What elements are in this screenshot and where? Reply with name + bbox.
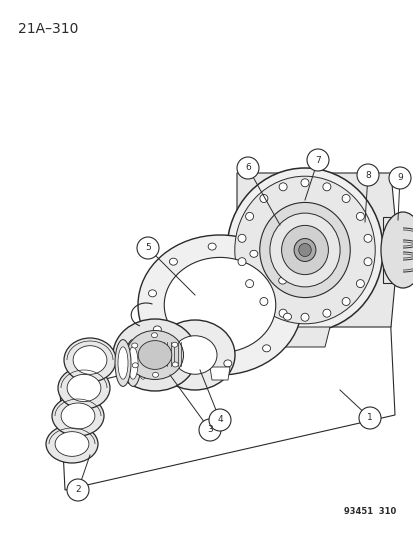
Circle shape (137, 237, 159, 259)
Ellipse shape (138, 347, 147, 379)
Ellipse shape (132, 363, 138, 368)
Ellipse shape (164, 257, 275, 353)
Ellipse shape (148, 290, 156, 297)
Ellipse shape (363, 235, 371, 243)
Ellipse shape (322, 309, 330, 317)
Ellipse shape (113, 319, 197, 391)
Text: 5: 5 (145, 244, 150, 253)
Ellipse shape (52, 396, 104, 436)
Polygon shape (279, 327, 329, 347)
Ellipse shape (281, 225, 328, 274)
Ellipse shape (223, 360, 231, 367)
Ellipse shape (169, 258, 177, 265)
Ellipse shape (363, 257, 371, 265)
Text: 93451  310: 93451 310 (343, 507, 395, 516)
Text: 6: 6 (244, 164, 250, 173)
Ellipse shape (269, 213, 339, 287)
Ellipse shape (67, 374, 101, 402)
Circle shape (209, 409, 230, 431)
Ellipse shape (171, 342, 177, 347)
Text: 4: 4 (217, 416, 222, 424)
Ellipse shape (249, 251, 257, 257)
Circle shape (199, 419, 221, 441)
Polygon shape (159, 340, 176, 367)
Ellipse shape (151, 333, 157, 338)
Polygon shape (60, 310, 394, 490)
Polygon shape (382, 217, 413, 283)
Ellipse shape (283, 313, 291, 320)
Ellipse shape (73, 346, 107, 374)
Ellipse shape (341, 297, 349, 305)
Ellipse shape (61, 403, 95, 429)
Ellipse shape (341, 195, 349, 203)
Text: 21A–310: 21A–310 (18, 22, 78, 36)
Ellipse shape (278, 309, 287, 317)
Ellipse shape (262, 345, 270, 352)
Ellipse shape (125, 340, 141, 386)
Ellipse shape (135, 340, 151, 386)
Polygon shape (236, 173, 397, 327)
Ellipse shape (126, 330, 183, 379)
Ellipse shape (64, 338, 116, 382)
Ellipse shape (259, 195, 267, 203)
Ellipse shape (182, 353, 190, 360)
Circle shape (306, 149, 328, 171)
Ellipse shape (55, 432, 89, 456)
Ellipse shape (153, 326, 161, 333)
Ellipse shape (245, 280, 253, 288)
Text: 1: 1 (366, 414, 372, 423)
Ellipse shape (138, 341, 171, 369)
Ellipse shape (245, 212, 253, 220)
Text: 2: 2 (75, 486, 81, 495)
Ellipse shape (234, 176, 374, 324)
Ellipse shape (300, 179, 308, 187)
Ellipse shape (46, 425, 98, 463)
Text: 9: 9 (396, 174, 402, 182)
Ellipse shape (380, 212, 413, 288)
Circle shape (358, 407, 380, 429)
Ellipse shape (58, 367, 110, 409)
Text: 8: 8 (364, 171, 370, 180)
Ellipse shape (356, 212, 363, 220)
Ellipse shape (173, 336, 216, 374)
Ellipse shape (118, 347, 128, 379)
Circle shape (356, 164, 378, 186)
Ellipse shape (322, 183, 330, 191)
Text: 3: 3 (206, 425, 212, 434)
Ellipse shape (298, 244, 311, 256)
Ellipse shape (208, 243, 216, 250)
Ellipse shape (226, 168, 382, 332)
Ellipse shape (293, 239, 315, 262)
Polygon shape (209, 367, 230, 380)
Text: 7: 7 (314, 156, 320, 165)
Ellipse shape (154, 320, 235, 390)
Ellipse shape (259, 203, 349, 297)
Ellipse shape (138, 235, 301, 375)
Ellipse shape (128, 347, 138, 379)
Ellipse shape (259, 297, 267, 305)
Ellipse shape (115, 340, 131, 386)
Ellipse shape (237, 257, 245, 265)
Ellipse shape (300, 313, 308, 321)
Ellipse shape (278, 277, 286, 284)
Circle shape (67, 479, 89, 501)
Ellipse shape (131, 343, 138, 348)
Ellipse shape (237, 235, 245, 243)
Ellipse shape (356, 280, 363, 288)
Circle shape (388, 167, 410, 189)
Ellipse shape (152, 372, 158, 377)
Ellipse shape (278, 183, 287, 191)
Circle shape (236, 157, 259, 179)
Ellipse shape (172, 362, 178, 367)
